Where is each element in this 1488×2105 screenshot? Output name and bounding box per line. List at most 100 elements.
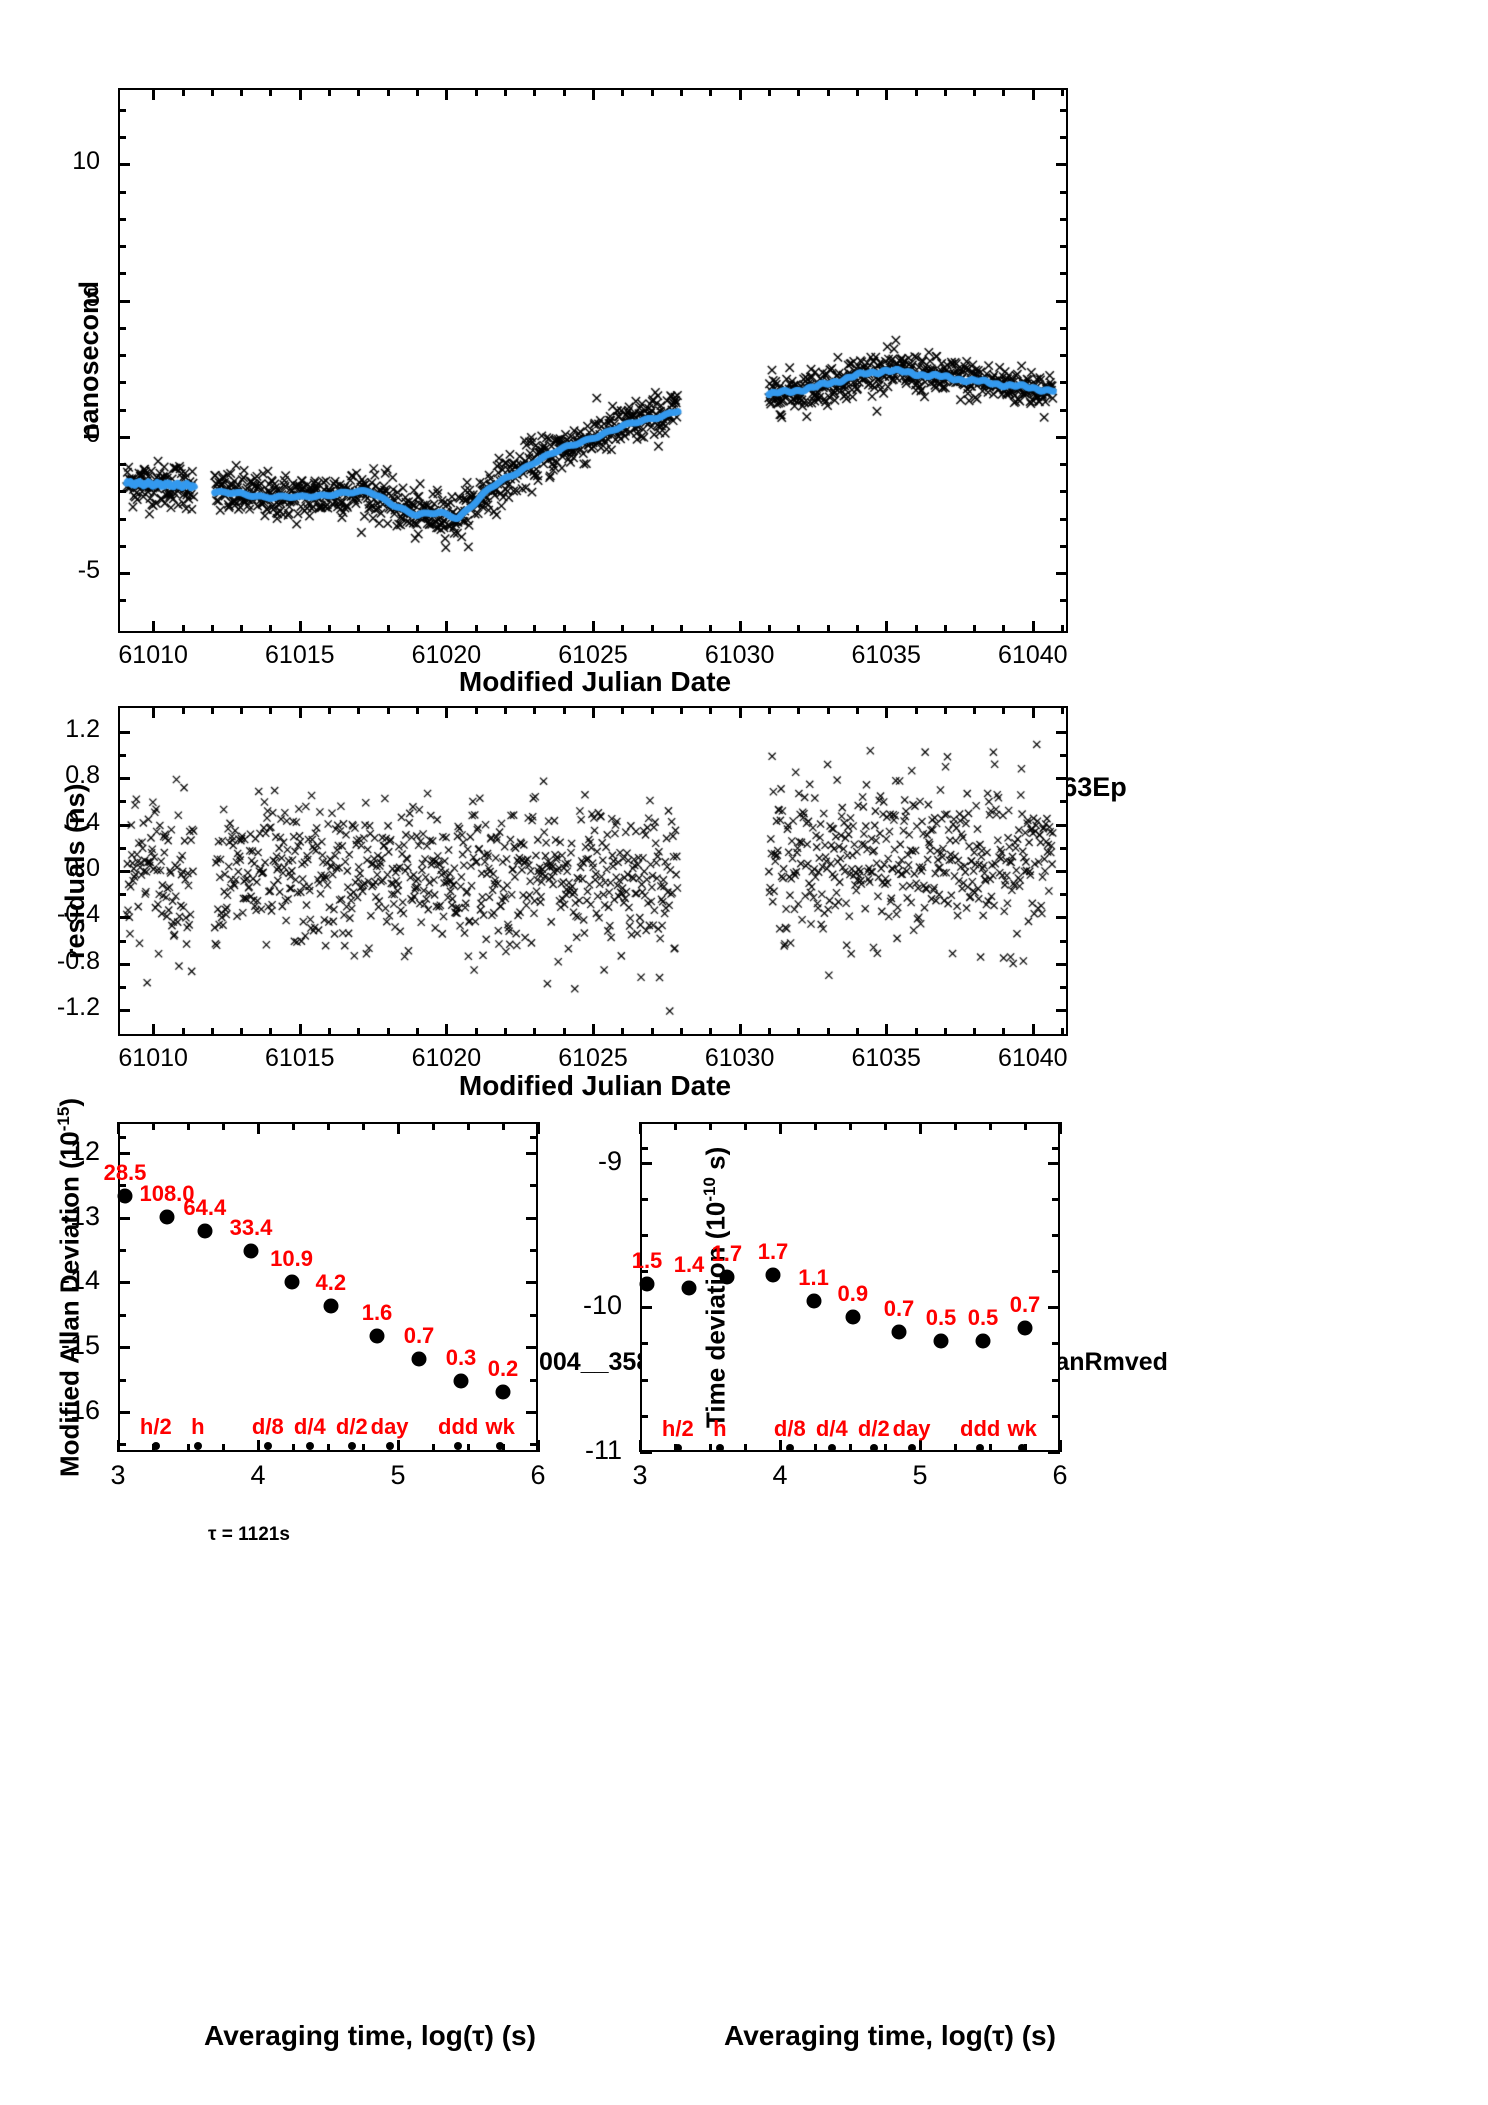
panel1-y-minor-tick (118, 463, 126, 467)
panel2-x-minor-tick-top (181, 706, 185, 714)
panel4-x-minor-tick (884, 1444, 887, 1452)
panel3-x-tick-label: 5 (390, 1460, 406, 1490)
panel2-x-minor-tick-top (386, 706, 390, 714)
panel1-x-minor-tick-top (269, 88, 273, 96)
panel3-data-label: 0.7 (403, 1322, 435, 1348)
panel1-x-minor-tick-top (210, 88, 214, 96)
panel4-tau-marker (907, 1443, 916, 1452)
panel3-y-tick (118, 1152, 130, 1156)
panel3-x-minor-tick (467, 1444, 470, 1452)
panel4-y-tick-label: -11 (584, 1435, 622, 1465)
panel4-y-axis-exponent: -10 (700, 1176, 719, 1202)
panel4-y-minor-tick (640, 1378, 648, 1382)
panel1-x-tick-label: 61020 (411, 641, 482, 669)
panel3-data-point (284, 1274, 300, 1290)
panel3-y-minor-tick-right (530, 1443, 538, 1447)
panel2-y-minor-tick-right (1060, 939, 1068, 943)
panel4-y-minor-tick (640, 1342, 648, 1346)
panel4-data-label: 0.7 (1009, 1291, 1041, 1317)
panel3-y-minor-tick (118, 1184, 126, 1188)
panel4-data-point (933, 1333, 949, 1349)
panel1-x-minor-tick-top (679, 88, 683, 96)
panel4-data-point (845, 1309, 861, 1325)
panel3-tau-marker-label: d/8 (251, 1413, 284, 1439)
panel1-y-minor-tick-right (1060, 408, 1068, 412)
panel2-x-minor-tick (855, 1028, 859, 1036)
panel3-x-minor-tick (292, 1444, 295, 1452)
panel1-x-minor-tick (386, 625, 390, 633)
panel1-x-minor-tick (533, 625, 537, 633)
panel4-tau-marker (673, 1443, 682, 1452)
panel1-x-minor-tick-top (650, 88, 654, 96)
panel3-x-minor-tick (502, 1444, 505, 1452)
panel4-y-axis-label: Time deviation (10-10 s) (700, 1146, 732, 1427)
panel2-y-tick-label: 0.4 (65, 807, 100, 836)
panel1-x-minor-tick (269, 625, 273, 633)
panel2-x-tick-top (298, 706, 302, 718)
panel2-x-minor-tick (562, 1028, 566, 1036)
panel1-x-minor-tick (328, 625, 332, 633)
panel2-x-minor-tick-top (679, 706, 683, 714)
panel4-y-tick-right (1048, 1306, 1060, 1310)
panel2-y-tick-right (1056, 916, 1068, 920)
panel2-y-minor-tick-right (1060, 986, 1068, 990)
panel4-data-point (681, 1280, 697, 1296)
panel3-tau-marker-label: d/2 (335, 1413, 368, 1439)
panel3-tau-marker (347, 1441, 356, 1450)
panel1-x-tick-top (592, 88, 595, 100)
panel3-y-tick (118, 1346, 130, 1350)
panel4-data-label: 1.7 (711, 1240, 743, 1266)
panel2-x-minor-tick-top (533, 706, 537, 714)
panel4-y-minor-tick-right (1052, 1270, 1060, 1274)
panel4-x-tick (779, 1440, 782, 1452)
panel1-x-minor-tick-top (943, 88, 947, 96)
panel3-tau-marker-label: h/2 (139, 1413, 172, 1439)
panel2-y-tick-label: 0.8 (65, 761, 100, 790)
panel2-x-tick-label: 61015 (265, 1044, 335, 1072)
panel1-x-minor-tick-top (855, 88, 859, 96)
panel2-x-minor-tick (210, 1028, 214, 1036)
panel2-x-minor-tick-top (650, 706, 654, 714)
panel1-x-minor-tick-top (767, 88, 771, 96)
panel1-y-minor-tick (118, 245, 126, 249)
panel3-tau-marker (454, 1441, 463, 1450)
panel1-y-minor-tick-right (1060, 517, 1068, 521)
panel4-x-minor-tick (954, 1444, 957, 1452)
panel4-x-tick-label: 5 (912, 1460, 928, 1490)
panel4-x-minor-tick-top (674, 1122, 677, 1130)
panel4-data-label: 1.5 (631, 1248, 663, 1274)
panel3-y-tick-label: -13 (60, 1200, 100, 1231)
panel1-x-minor-tick-top (504, 88, 508, 96)
panel2-x-minor-tick (357, 1028, 361, 1036)
panel4-y-minor-tick (640, 1197, 648, 1201)
panel3-data-point (411, 1351, 427, 1367)
panel3-y-minor-tick-right (530, 1378, 538, 1382)
panel1-x-minor-tick-top (621, 88, 625, 96)
panel2-x-minor-tick-top (474, 706, 478, 714)
panel3-y-tick (118, 1216, 130, 1220)
panel2-y-tick-right (1056, 962, 1068, 966)
panel4-data-label: 1.1 (798, 1265, 829, 1291)
panel1-y-minor-tick (118, 381, 126, 385)
panel1-x-tick-top (445, 88, 449, 100)
panel3-x-minor-tick-top (432, 1122, 435, 1130)
panel3-y-tick-right (526, 1216, 538, 1220)
panel4-data-point (975, 1333, 991, 1349)
panel1-x-minor-tick-top (181, 88, 185, 96)
panel2-x-minor-tick-top (504, 706, 508, 714)
panel2-y-minor-tick (118, 939, 126, 943)
panel1-y-tick-label: 5 (86, 283, 100, 312)
panel2-x-tick-top (152, 706, 156, 718)
panel1-x-minor-tick (621, 625, 625, 633)
panel2-x-minor-tick (269, 1028, 273, 1036)
panel2-y-tick-right (1056, 1009, 1068, 1013)
panel1-y-minor-tick (118, 190, 126, 194)
panel2-x-minor-tick (914, 1028, 918, 1036)
panel1-y-tick-right (1056, 572, 1068, 576)
panel2-x-tick-top (592, 706, 595, 718)
panel1-y-minor-tick-right (1060, 272, 1068, 276)
panel2-y-tick-label: 1.2 (65, 714, 100, 743)
panel2-x-minor-tick (474, 1028, 478, 1036)
panel1-x-tick-label: 61040 (998, 641, 1068, 669)
panel1-x-tick (738, 621, 742, 633)
